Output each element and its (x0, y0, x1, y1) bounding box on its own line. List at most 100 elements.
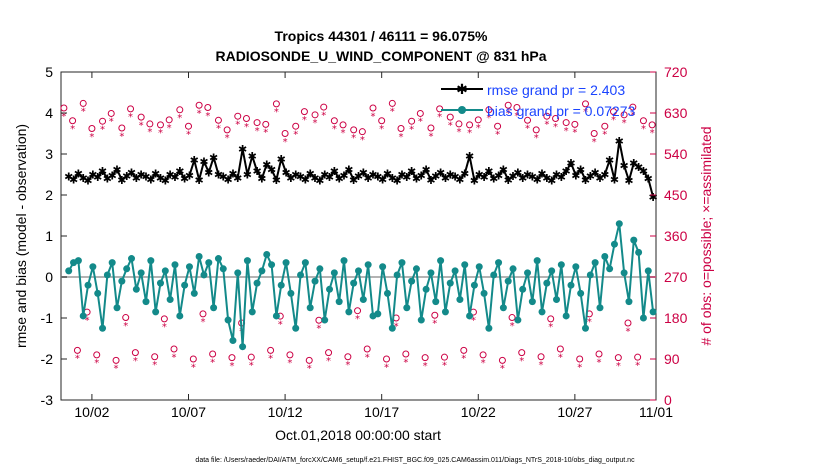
obs-possible-point (234, 112, 242, 120)
rmse-point: ✱ (508, 170, 517, 183)
rmse-point: ✱ (644, 173, 653, 186)
x-tick-label: 10/27 (557, 404, 592, 420)
rmse-point: ✱ (494, 169, 503, 182)
bias-point (446, 279, 454, 287)
rmse-point: ✱ (214, 169, 223, 182)
bias-point (268, 261, 276, 269)
obs-assimilated-point: * (476, 123, 481, 134)
y2-tick-label: 630 (664, 105, 688, 121)
bias-point (524, 269, 532, 277)
y2-tick-label: 450 (664, 187, 688, 203)
rmse-point: ✱ (161, 175, 170, 188)
bias-point (495, 259, 503, 267)
bias-point (345, 308, 353, 316)
bias-point (176, 312, 184, 320)
legend-rmse-label: rmse grand pr = 2.403 (487, 82, 625, 98)
rmse-point: ✱ (470, 175, 479, 188)
obs-possible-point (79, 99, 87, 107)
obs-possible-point (369, 104, 377, 112)
bias-point (147, 257, 155, 265)
rmse-point: ✱ (455, 173, 464, 186)
obs-possible-point (576, 355, 584, 363)
obs-assimilated-point: * (611, 115, 616, 126)
bias-point (214, 255, 222, 263)
obs-possible-point (305, 356, 313, 364)
bias-point (480, 289, 488, 297)
rmse-point: ✱ (277, 153, 286, 166)
obs-possible-point (339, 121, 347, 129)
bias-point (610, 240, 618, 248)
rmse-point: ✱ (330, 165, 339, 178)
y-tick-label: -3 (41, 392, 54, 408)
obs-assimilated-point: * (625, 326, 630, 337)
obs-assimilated-point: * (139, 120, 144, 131)
obs-possible-point (185, 122, 192, 130)
obs-assimilated-point: * (205, 111, 210, 122)
rmse-point: ✱ (219, 171, 228, 184)
obs-assimilated-point: * (481, 358, 486, 369)
obs-possible-point (446, 113, 454, 121)
rmse-point: ✱ (542, 172, 551, 185)
rmse-point: ✱ (576, 164, 585, 177)
rmse-point: ✱ (557, 171, 566, 184)
rmse-point: ✱ (132, 172, 141, 185)
obs-possible-point (518, 349, 526, 357)
obs-assimilated-point: * (423, 361, 428, 372)
obs-possible-point (629, 103, 637, 111)
obs-possible-point (455, 120, 463, 128)
obs-assimilated-point: * (495, 130, 500, 141)
rmse-point: ✱ (537, 168, 546, 181)
obs-assimilated-point: * (302, 115, 307, 126)
obs-assimilated-point: * (278, 319, 283, 330)
bias-point (417, 316, 425, 324)
bias-point (311, 277, 319, 285)
obs-possible-point (118, 124, 126, 132)
rmse-point: ✱ (402, 171, 411, 184)
rmse-point: ✱ (393, 175, 402, 188)
rmse-point: ✱ (199, 155, 208, 168)
obs-assimilated-point: * (235, 119, 240, 130)
bias-point (553, 296, 561, 304)
rmse-point: ✱ (378, 173, 387, 186)
bias-point (277, 281, 285, 289)
bias-point (234, 269, 242, 277)
obs-assimilated-point: * (210, 357, 215, 368)
bias-point (577, 289, 585, 297)
obs-assimilated-point: * (191, 362, 196, 373)
bias-point (272, 312, 280, 320)
obs-possible-point (242, 114, 250, 122)
obs-possible-point (378, 117, 386, 125)
rmse-point: ✱ (610, 173, 619, 186)
obs-assimilated-point: * (225, 133, 230, 144)
obs-assimilated-point: * (432, 319, 437, 330)
x-tick-label: 10/12 (268, 404, 303, 420)
obs-possible-point (508, 314, 516, 322)
bias-point (635, 248, 643, 256)
obs-assimilated-point: * (577, 362, 582, 373)
y-tick-label: 1 (45, 228, 53, 244)
y-tick-label: 3 (45, 146, 53, 162)
rmse-point: ✱ (122, 170, 131, 183)
bias-point (181, 281, 189, 289)
obs-possible-point (504, 101, 512, 109)
rmse-point: ✱ (93, 171, 102, 184)
bias-point (297, 271, 305, 279)
obs-assimilated-point: * (133, 356, 138, 367)
rmse-point: ✱ (383, 168, 392, 181)
rmse-point: ✱ (339, 169, 348, 182)
rmse-point: ✱ (272, 174, 281, 187)
bias-point (649, 308, 657, 316)
obs-assimilated-point: * (641, 124, 646, 135)
bias-point (461, 261, 469, 269)
rmse-point: ✱ (624, 175, 633, 188)
bias-point (142, 298, 150, 306)
obs-possible-point (571, 120, 579, 128)
bias-point (374, 310, 382, 318)
obs-assimilated-point: * (172, 352, 177, 363)
obs-possible-point (195, 101, 203, 109)
rmse-point: ✱ (373, 171, 382, 184)
rmse-point: ✱ (209, 151, 218, 164)
bias-point (475, 263, 483, 271)
rmse-point: ✱ (156, 172, 165, 185)
bias-point (490, 271, 498, 279)
